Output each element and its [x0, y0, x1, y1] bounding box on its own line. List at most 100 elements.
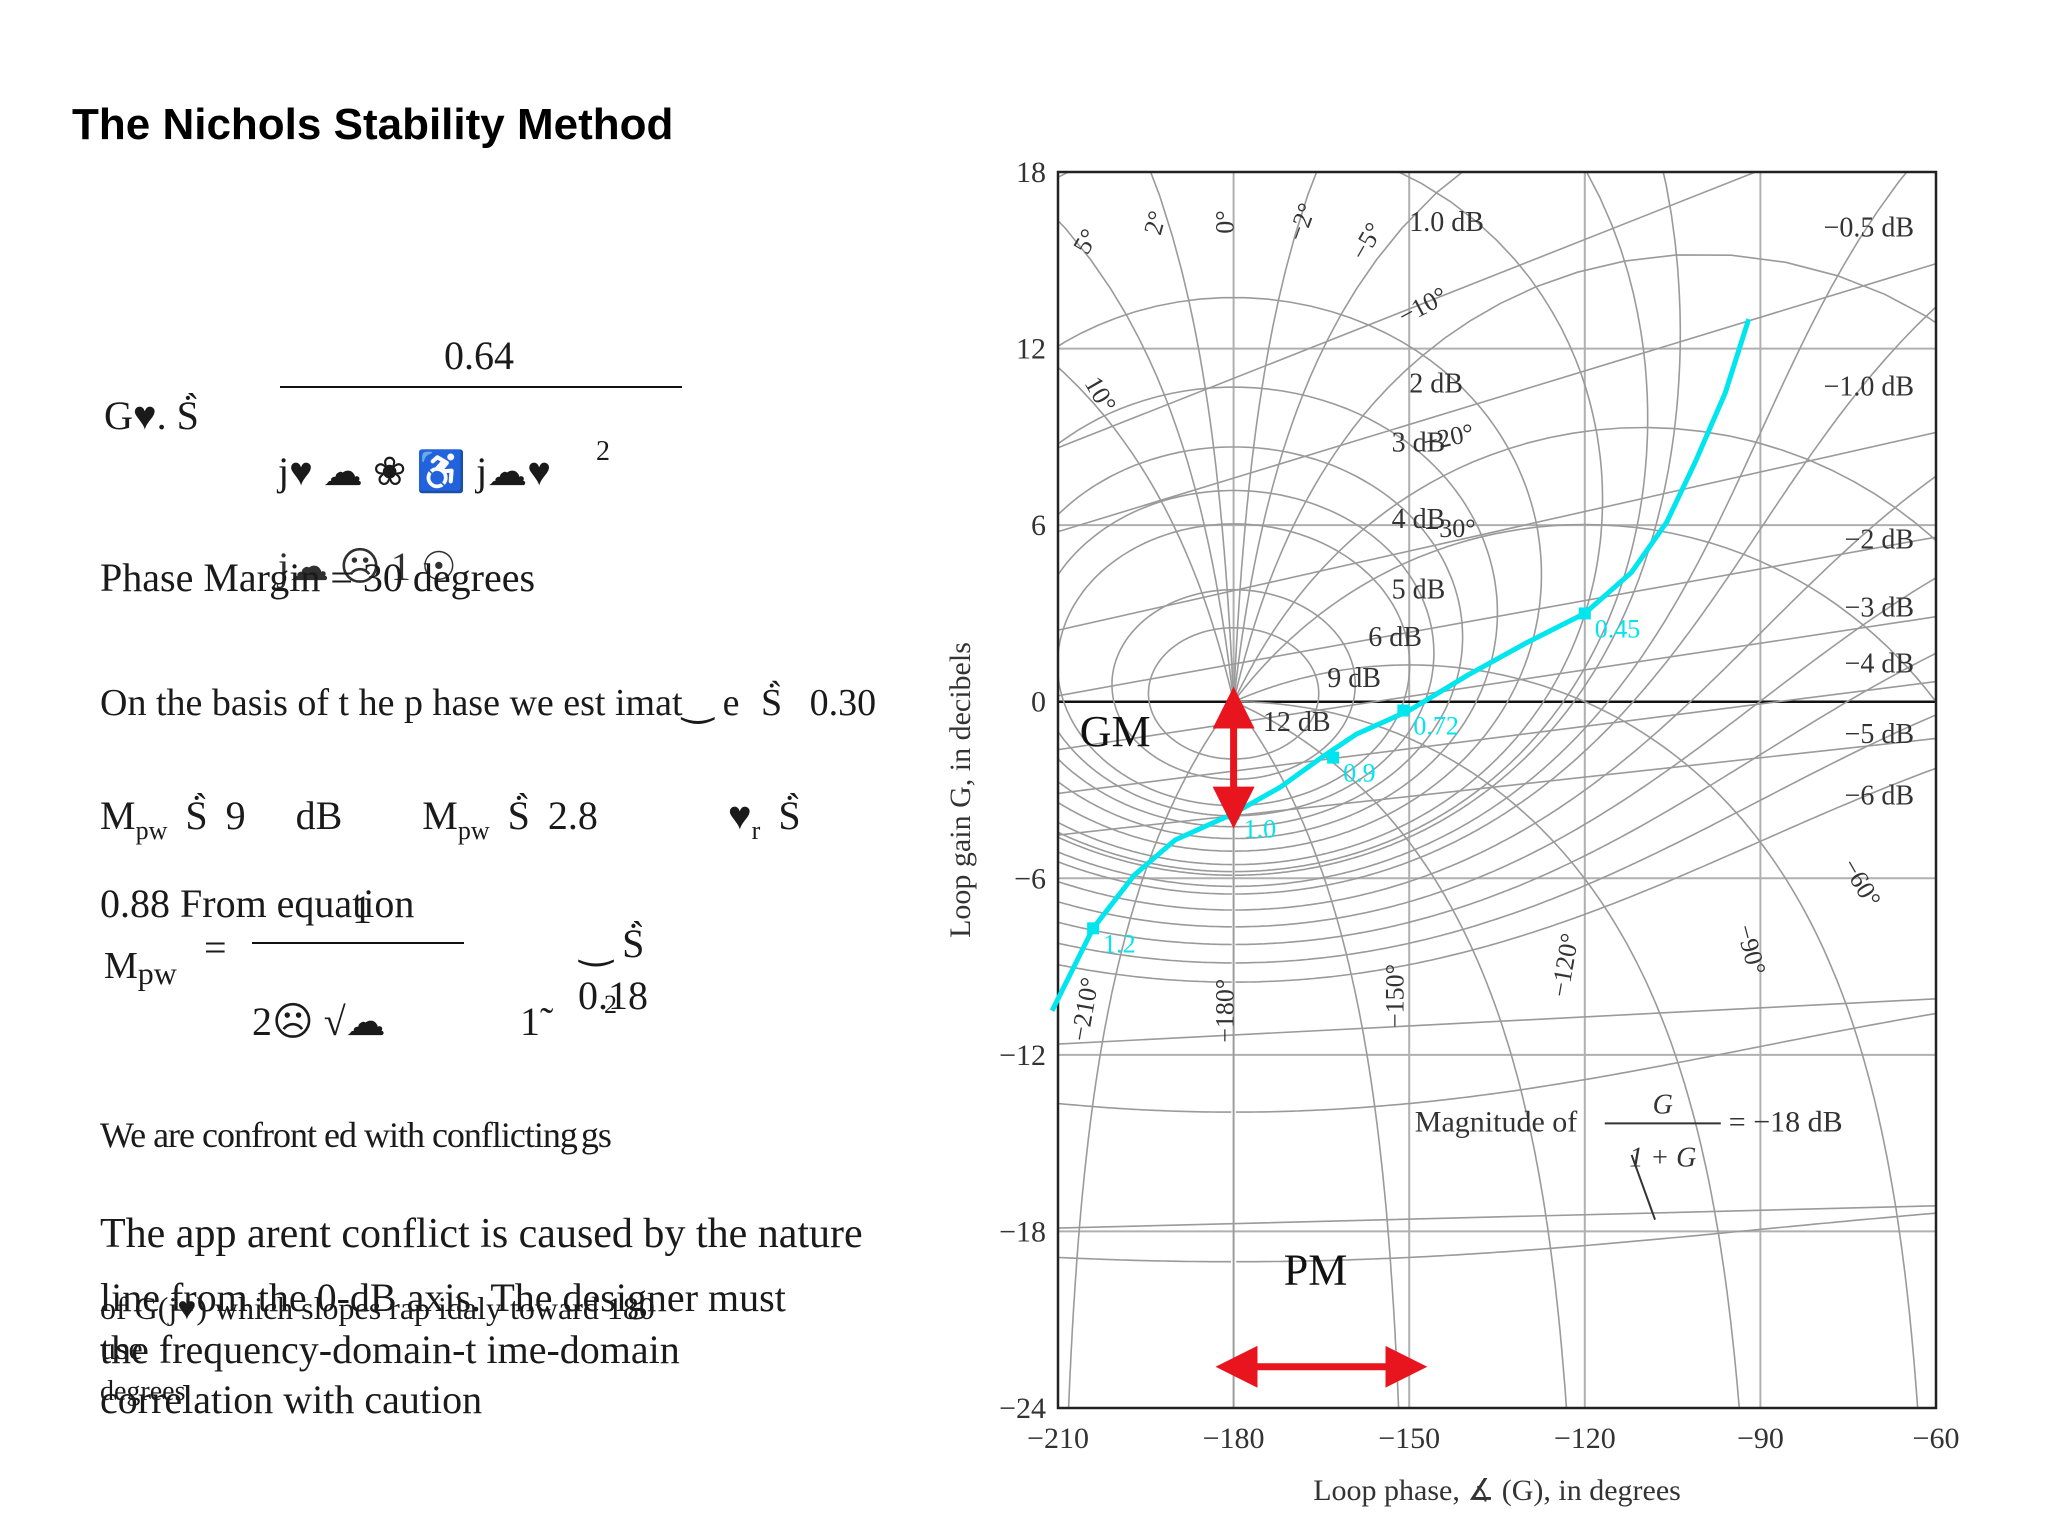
n-contour: [1236, 664, 1919, 1408]
chart-curve: 0.45 0.72 0.9 1.0 1.2: [1049, 318, 1752, 1012]
y-tick-label: −18: [999, 1215, 1046, 1248]
magnitude-contour-label: 12 dB: [1263, 707, 1331, 738]
m-contour: [1058, 172, 1682, 876]
paragraph-line3-overlap: use: [100, 1330, 143, 1366]
magnitude-note-denominator: 1 + G: [1629, 1143, 1696, 1174]
magnitude-note-value: = −18 dB: [1729, 1105, 1843, 1138]
phase-contour-label: −120°: [1545, 931, 1585, 999]
conflict-text-tail: gs: [580, 1115, 612, 1155]
magnitude-contour-label: −6 dB: [1845, 781, 1914, 812]
magnitude-contour-label: 1.0 dB: [1409, 207, 1484, 238]
y-tick-label: −6: [1014, 862, 1046, 895]
phase-margin-label: PM: [1284, 1245, 1348, 1294]
m-contour: [1058, 615, 1936, 946]
gain-margin-label: GM: [1080, 707, 1151, 756]
phase-contour-label: −20°: [1420, 418, 1476, 457]
equation-den: 2☹ √☁: [252, 999, 386, 1044]
plot-frame: [1056, 170, 1938, 1410]
y-axis-label: Loop gain G, in decibels: [944, 642, 977, 938]
equation-num: 1: [352, 887, 372, 932]
frequency-point-label: 1.0: [1244, 815, 1277, 844]
n-contour: [1233, 172, 1464, 700]
mpw-b-sub: pw: [457, 816, 490, 845]
magnitude-contour-label: 6 dB: [1368, 622, 1422, 653]
phase-contour-label: 0°: [1211, 210, 1240, 233]
x-axis-label: Loop phase, ∡ (G), in degrees: [1313, 1474, 1681, 1507]
magnitude-contour-label: −3 dB: [1845, 592, 1914, 623]
phase-contour-label: −60°: [1836, 854, 1887, 913]
frequency-point-marker: [1087, 922, 1100, 935]
m-contour: [1058, 172, 1649, 873]
n-contour: [1234, 523, 1936, 704]
x-tick-label: −150: [1378, 1422, 1440, 1455]
magnitude-contour-label: −0.5 dB: [1824, 213, 1914, 244]
frequency-response-curve: [1049, 318, 1752, 1012]
mpw-c-label: ♥: [727, 793, 752, 838]
m-contour: [1058, 1205, 1936, 1263]
mpw-c-symbol: Ṡ̀: [778, 793, 801, 838]
magnitude-contour-label: −5 dB: [1845, 719, 1914, 750]
x-tick-label: −60: [1913, 1422, 1960, 1455]
equation-two: 2: [604, 990, 617, 1019]
paragraph-line2: of G(j♥) which slopes rap idaly toward 1…: [100, 1290, 655, 1326]
equation-lhs-sub: pw: [137, 955, 177, 991]
phase-contour-label: −210°: [1065, 975, 1105, 1043]
mpw-c-sub: r: [751, 816, 761, 845]
magnitude-contour-label: 5 dB: [1392, 575, 1446, 606]
chart-labels: −210 −180 −150 −120 −90 −60 18 12 6 0 −6 −12 −18 −24 L…: [944, 156, 1959, 1507]
x-tick-label: −90: [1737, 1422, 1784, 1455]
mpw-b-value: 2.8: [547, 793, 598, 838]
m-contour: [1111, 588, 1356, 781]
n-contour: [1234, 703, 1400, 1408]
x-tick-label: −210: [1027, 1422, 1089, 1455]
tf-lhs: G♥. Ṡ̀: [104, 393, 199, 438]
mpw-a-symbol: Ṡ̀: [185, 793, 208, 838]
magnitude-contour-label: −1.0 dB: [1824, 372, 1914, 403]
mpw-a-value: 9: [225, 793, 246, 838]
tf-denominator: j♥ ☁ ❀ ♿ j☁♥: [278, 449, 552, 494]
m-contour: [1058, 386, 1499, 840]
phase-contour-label: −30°: [1425, 514, 1476, 543]
paragraph-line4: correlation with caution: [100, 1377, 483, 1422]
frequency-point-marker: [1397, 704, 1410, 717]
m-contour: [1058, 536, 1936, 928]
frequency-point-label: 0.72: [1413, 712, 1459, 741]
frequency-point-label: 1.2: [1103, 929, 1136, 958]
m-contour: [1058, 296, 1543, 852]
magnitude-contour-label: 4 dB: [1392, 504, 1446, 535]
equation-lhs: Mpw: [104, 944, 177, 991]
basis-value: 0.30: [809, 682, 877, 724]
n-contour: [1236, 702, 1568, 1408]
x-tick-label: −120: [1554, 1422, 1616, 1455]
equation-prefix: 0.88 From equation: [100, 881, 415, 926]
m-contour: [1058, 997, 1936, 1113]
magnitude-contour-label: 2 dB: [1409, 369, 1463, 400]
n-contour: [1237, 700, 1741, 1408]
m-contour: [1058, 172, 1604, 866]
magnitude-note-numerator: G: [1653, 1090, 1673, 1121]
frequency-point-label: 0.45: [1595, 614, 1641, 643]
phase-contour-label: 2°: [1138, 208, 1172, 238]
magnitude-contour-label: −2 dB: [1845, 525, 1914, 556]
frequency-point-label: 0.9: [1343, 759, 1376, 788]
paragraph-line3: the frequency-domain-t ime-domain: [100, 1327, 680, 1372]
phase-contour-label: 10°: [1079, 371, 1122, 417]
basis-text-main: On the basis of t he p hase we est imat‿…: [100, 682, 740, 724]
frequency-point-marker: [1227, 807, 1240, 820]
m-contour: [1147, 627, 1320, 760]
x-tick-label: −180: [1203, 1422, 1265, 1455]
paragraph-line2-overlap: line from the 0-dB axis. The designer mu…: [100, 1275, 786, 1320]
m-contour: [1058, 446, 1464, 828]
y-tick-label: 6: [1031, 509, 1046, 542]
m-contour: [1058, 489, 1435, 817]
basis-symbol: Ṡ̀: [760, 682, 783, 724]
magnitude-note: Magnitude of: [1415, 1105, 1577, 1138]
magnitude-contour-label: 9 dB: [1327, 663, 1381, 694]
paragraph-line4-overlap: degrees: [100, 1376, 186, 1407]
equation-lhs-label: M: [104, 945, 138, 987]
y-tick-label: −24: [999, 1392, 1046, 1425]
chart-frame: [1056, 170, 1938, 1410]
slide-title: The Nichols Stability Method: [72, 100, 674, 149]
tf-fraction-bar: [280, 386, 682, 388]
equation-result: 0.18: [578, 973, 648, 1018]
